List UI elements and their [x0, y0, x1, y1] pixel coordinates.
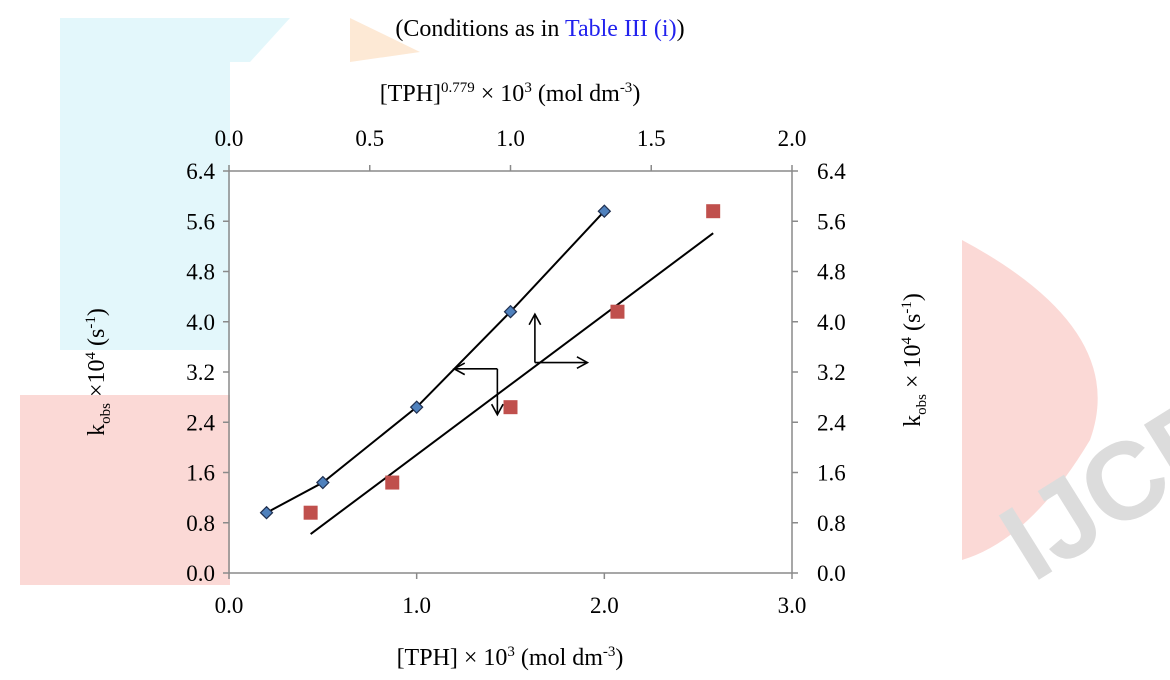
square-point — [303, 505, 318, 520]
top-tick-label: 0.0 — [215, 126, 244, 151]
right-tick-label: 5.6 — [817, 209, 846, 234]
square-point — [503, 400, 518, 415]
right-tick-label: 0.0 — [817, 561, 846, 586]
axis-indicator-arrows — [452, 312, 590, 417]
left-tick-label: 0.0 — [186, 561, 215, 586]
diamond-point — [503, 304, 518, 319]
top-axis-label: [TPH]0.779 × 103 (mol dm-3) — [380, 80, 641, 107]
left-tick-label: 4.8 — [186, 260, 215, 285]
right-tick-label: 1.6 — [817, 461, 846, 486]
watermark-cyan-shape — [60, 18, 290, 350]
bottom-tick-label: 0.0 — [215, 593, 244, 618]
down-pointing-arrow-head — [490, 403, 504, 417]
caption-prefix: (Conditions as in — [395, 16, 565, 42]
square-point — [610, 304, 625, 319]
left-tick-label: 6.4 — [186, 159, 215, 184]
left-tick-label: 0.8 — [186, 511, 215, 536]
chart-marks — [259, 204, 721, 535]
square-point — [385, 475, 400, 490]
right-axis-label: kobs × 104 (s-1) — [899, 293, 930, 427]
top-tick-label: 2.0 — [778, 126, 807, 151]
left-tick-label: 4.0 — [186, 310, 215, 335]
bottom-tick-label: 3.0 — [778, 593, 807, 618]
watermark-orange-shape — [350, 18, 420, 62]
watermark-red-shape — [20, 395, 230, 585]
bottom-tick-label: 1.0 — [402, 593, 431, 618]
left-tick-label: 5.6 — [186, 209, 215, 234]
left-tick-label: 2.4 — [186, 410, 215, 435]
right-tick-label: 2.4 — [817, 410, 846, 435]
right-pointing-arrow-head — [576, 356, 590, 370]
top-tick-label: 0.5 — [355, 126, 384, 151]
right-tick-label: 3.2 — [817, 360, 846, 385]
right-tick-label: 6.4 — [817, 159, 846, 184]
right-tick-label: 4.0 — [817, 310, 846, 335]
top-tick-label: 1.5 — [637, 126, 666, 151]
up-pointing-arrow-head — [528, 312, 542, 326]
chart-axes — [223, 165, 798, 579]
square-series-fit-line — [310, 232, 714, 535]
top-tick-label: 1.0 — [496, 126, 525, 151]
left-pointing-arrow-head — [452, 362, 466, 376]
left-axis-label: kobs ×104 (s-1) — [83, 308, 114, 436]
square-point — [706, 204, 721, 219]
bottom-tick-label: 2.0 — [590, 593, 619, 618]
tick-labels: 0.0 0.00.8 0.81.6 1.62.4 2.43.2 3.24.0 4.04.8 4… — [186, 126, 846, 618]
diamond-point — [597, 204, 612, 219]
right-tick-label: 0.8 — [817, 511, 846, 536]
right-tick-label: 4.8 — [817, 260, 846, 285]
diamond-point — [315, 475, 330, 490]
left-tick-label: 1.6 — [186, 461, 215, 486]
left-tick-label: 3.2 — [186, 360, 215, 385]
watermark-red-arc — [962, 240, 1098, 560]
table-reference-link[interactable]: Table III (i) — [564, 16, 677, 42]
diamond-point — [259, 505, 274, 520]
caption-suffix: ) — [676, 16, 685, 42]
figure-caption: (Conditions as in Table III (i)) — [0, 16, 1080, 43]
diamond-point — [409, 400, 424, 415]
bottom-axis-label: [TPH] × 103 (mol dm-3) — [397, 644, 624, 671]
